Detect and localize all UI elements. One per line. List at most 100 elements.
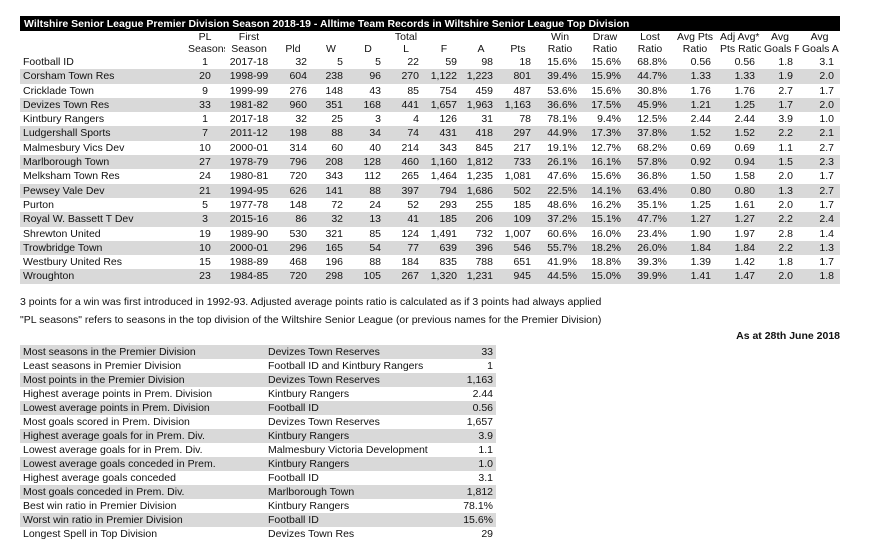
- stat-cell: 1981-82: [225, 97, 273, 113]
- stat-cell: 23: [185, 269, 225, 284]
- stat-cell: 1988-89: [229, 256, 269, 269]
- stat-cell: 37.8%: [627, 126, 673, 141]
- stat-cell: 98: [481, 56, 493, 68]
- stat-cell: 1.61: [734, 198, 755, 211]
- stat-cell: 298: [313, 269, 349, 284]
- stat-cell: 41.9%: [547, 256, 577, 269]
- stat-cell: 39.9%: [627, 269, 673, 284]
- stat-cell: 168: [349, 97, 387, 113]
- stat-cell: 44.7%: [627, 69, 673, 84]
- stat-cell: 21: [185, 183, 225, 198]
- stat-cell: 88: [313, 126, 349, 141]
- stat-cell: 1.52: [717, 126, 761, 141]
- header-cell: D: [364, 43, 372, 55]
- stat-cell: 1.3: [761, 183, 799, 198]
- stat-cell: 18: [519, 56, 531, 68]
- stat-cell: 57.8%: [627, 155, 673, 170]
- record-label: Most points in the Premier Division: [20, 373, 265, 387]
- record-label: Best win ratio in Premier Division: [23, 500, 177, 512]
- record-label: Most goals scored in Prem. Division: [23, 416, 190, 428]
- record-value: 15.6%: [455, 513, 496, 527]
- header-cell: [273, 31, 313, 43]
- header-cell: Ratio: [637, 43, 663, 55]
- stat-cell: 47.7%: [627, 212, 673, 227]
- stat-cell: 22: [407, 56, 419, 68]
- stat-cell: 5: [202, 198, 208, 211]
- stat-cell: 1,081: [504, 170, 531, 183]
- stat-cell: 502: [499, 183, 537, 198]
- stat-cell: 1,320: [425, 269, 463, 284]
- stat-cell: 15.9%: [583, 69, 627, 84]
- stat-cell: 1.76: [734, 84, 755, 97]
- stat-cell: 20: [185, 69, 225, 84]
- stat-cell: 217: [513, 141, 531, 154]
- stat-cell: 198: [273, 126, 313, 141]
- stat-cell: 343: [325, 170, 343, 183]
- header-cell: [20, 43, 185, 55]
- stat-cell: 13: [349, 212, 387, 227]
- header-cell: [313, 31, 349, 43]
- header-cell: [463, 31, 499, 43]
- record-team: Devizes Town Reserves: [265, 345, 455, 359]
- stat-cell: 1.76: [690, 84, 711, 97]
- stat-cell: 72: [331, 198, 343, 211]
- record-value: 78.1%: [463, 500, 493, 512]
- stat-cell: 3: [375, 113, 381, 126]
- header-cell: Avg: [810, 31, 829, 43]
- stat-cell: 96: [349, 69, 387, 84]
- stat-cell: 39.3%: [637, 256, 667, 269]
- stat-cell: 1.52: [673, 126, 717, 141]
- record-team: Kintbury Rangers: [268, 388, 350, 400]
- record-value: 3.1: [478, 472, 493, 484]
- stat-cell: 15: [199, 256, 211, 269]
- stat-cell: 19.1%: [547, 141, 577, 154]
- record-team: Football ID: [268, 472, 319, 484]
- record-team: Kintbury Rangers: [265, 429, 455, 443]
- stat-cell: 2.2: [761, 240, 799, 256]
- record-label: Lowest average goals conceded in Prem.: [20, 457, 265, 471]
- stat-cell: 10: [199, 141, 211, 154]
- stat-cell: 255: [475, 198, 493, 211]
- stat-cell: 945: [499, 269, 537, 284]
- stat-cell: 835: [439, 256, 457, 269]
- stat-cell: 801: [499, 69, 537, 84]
- team-row: Royal W. Bassett T Dev 3 2015-16 86 32 13 41 18…: [20, 212, 841, 227]
- record-team: Devizes Town Reserves: [265, 373, 455, 387]
- stat-cell: 34: [349, 126, 387, 141]
- stat-cell: 1.39: [690, 256, 711, 269]
- stat-cell: 1.7: [819, 170, 835, 183]
- stat-cell: 2.1: [799, 126, 841, 141]
- stat-cell: 3.9: [778, 113, 793, 126]
- stat-cell: 651: [513, 256, 531, 269]
- stat-cell: 74: [387, 126, 425, 141]
- team-name: Malmesbury Vics Dev: [23, 141, 125, 154]
- record-team: Marlborough Town: [265, 485, 455, 499]
- stat-cell: 1.7: [819, 256, 835, 269]
- stat-cell: 15.0%: [583, 269, 627, 284]
- team-name: Westbury United Res: [23, 256, 123, 269]
- stat-cell: 196: [325, 256, 343, 269]
- stat-cell: 88: [369, 256, 381, 269]
- as-at-date: As at 28th June 2018: [736, 330, 840, 342]
- stat-cell: 2017-18: [229, 56, 269, 68]
- stat-cell: 1: [202, 113, 208, 126]
- stat-cell: 185: [513, 198, 531, 211]
- stat-cell: 35.1%: [637, 198, 667, 211]
- stat-cell: 2.0: [778, 198, 793, 211]
- stat-cell: 31: [481, 113, 493, 126]
- record-row: Highest average goals conceded Football I…: [20, 471, 496, 485]
- stat-cell: 10: [185, 240, 225, 256]
- record-team: Football ID: [265, 513, 455, 527]
- stat-cell: 1.47: [717, 269, 761, 284]
- record-row: Lowest average goals conceded in Prem. Ki…: [20, 457, 496, 471]
- header-cell: Goals F: [764, 43, 799, 55]
- stat-cell: 1: [202, 56, 208, 68]
- stat-cell: 1984-85: [225, 269, 273, 284]
- header-cell: [349, 31, 387, 43]
- stat-cell: 15.1%: [583, 212, 627, 227]
- header-cell: Ratio: [682, 43, 708, 55]
- stat-cell: 4: [413, 113, 419, 126]
- record-label: Highest average goals conceded: [23, 472, 176, 484]
- stat-cell: 1.50: [690, 170, 711, 183]
- stat-cell: 1,963: [463, 97, 499, 113]
